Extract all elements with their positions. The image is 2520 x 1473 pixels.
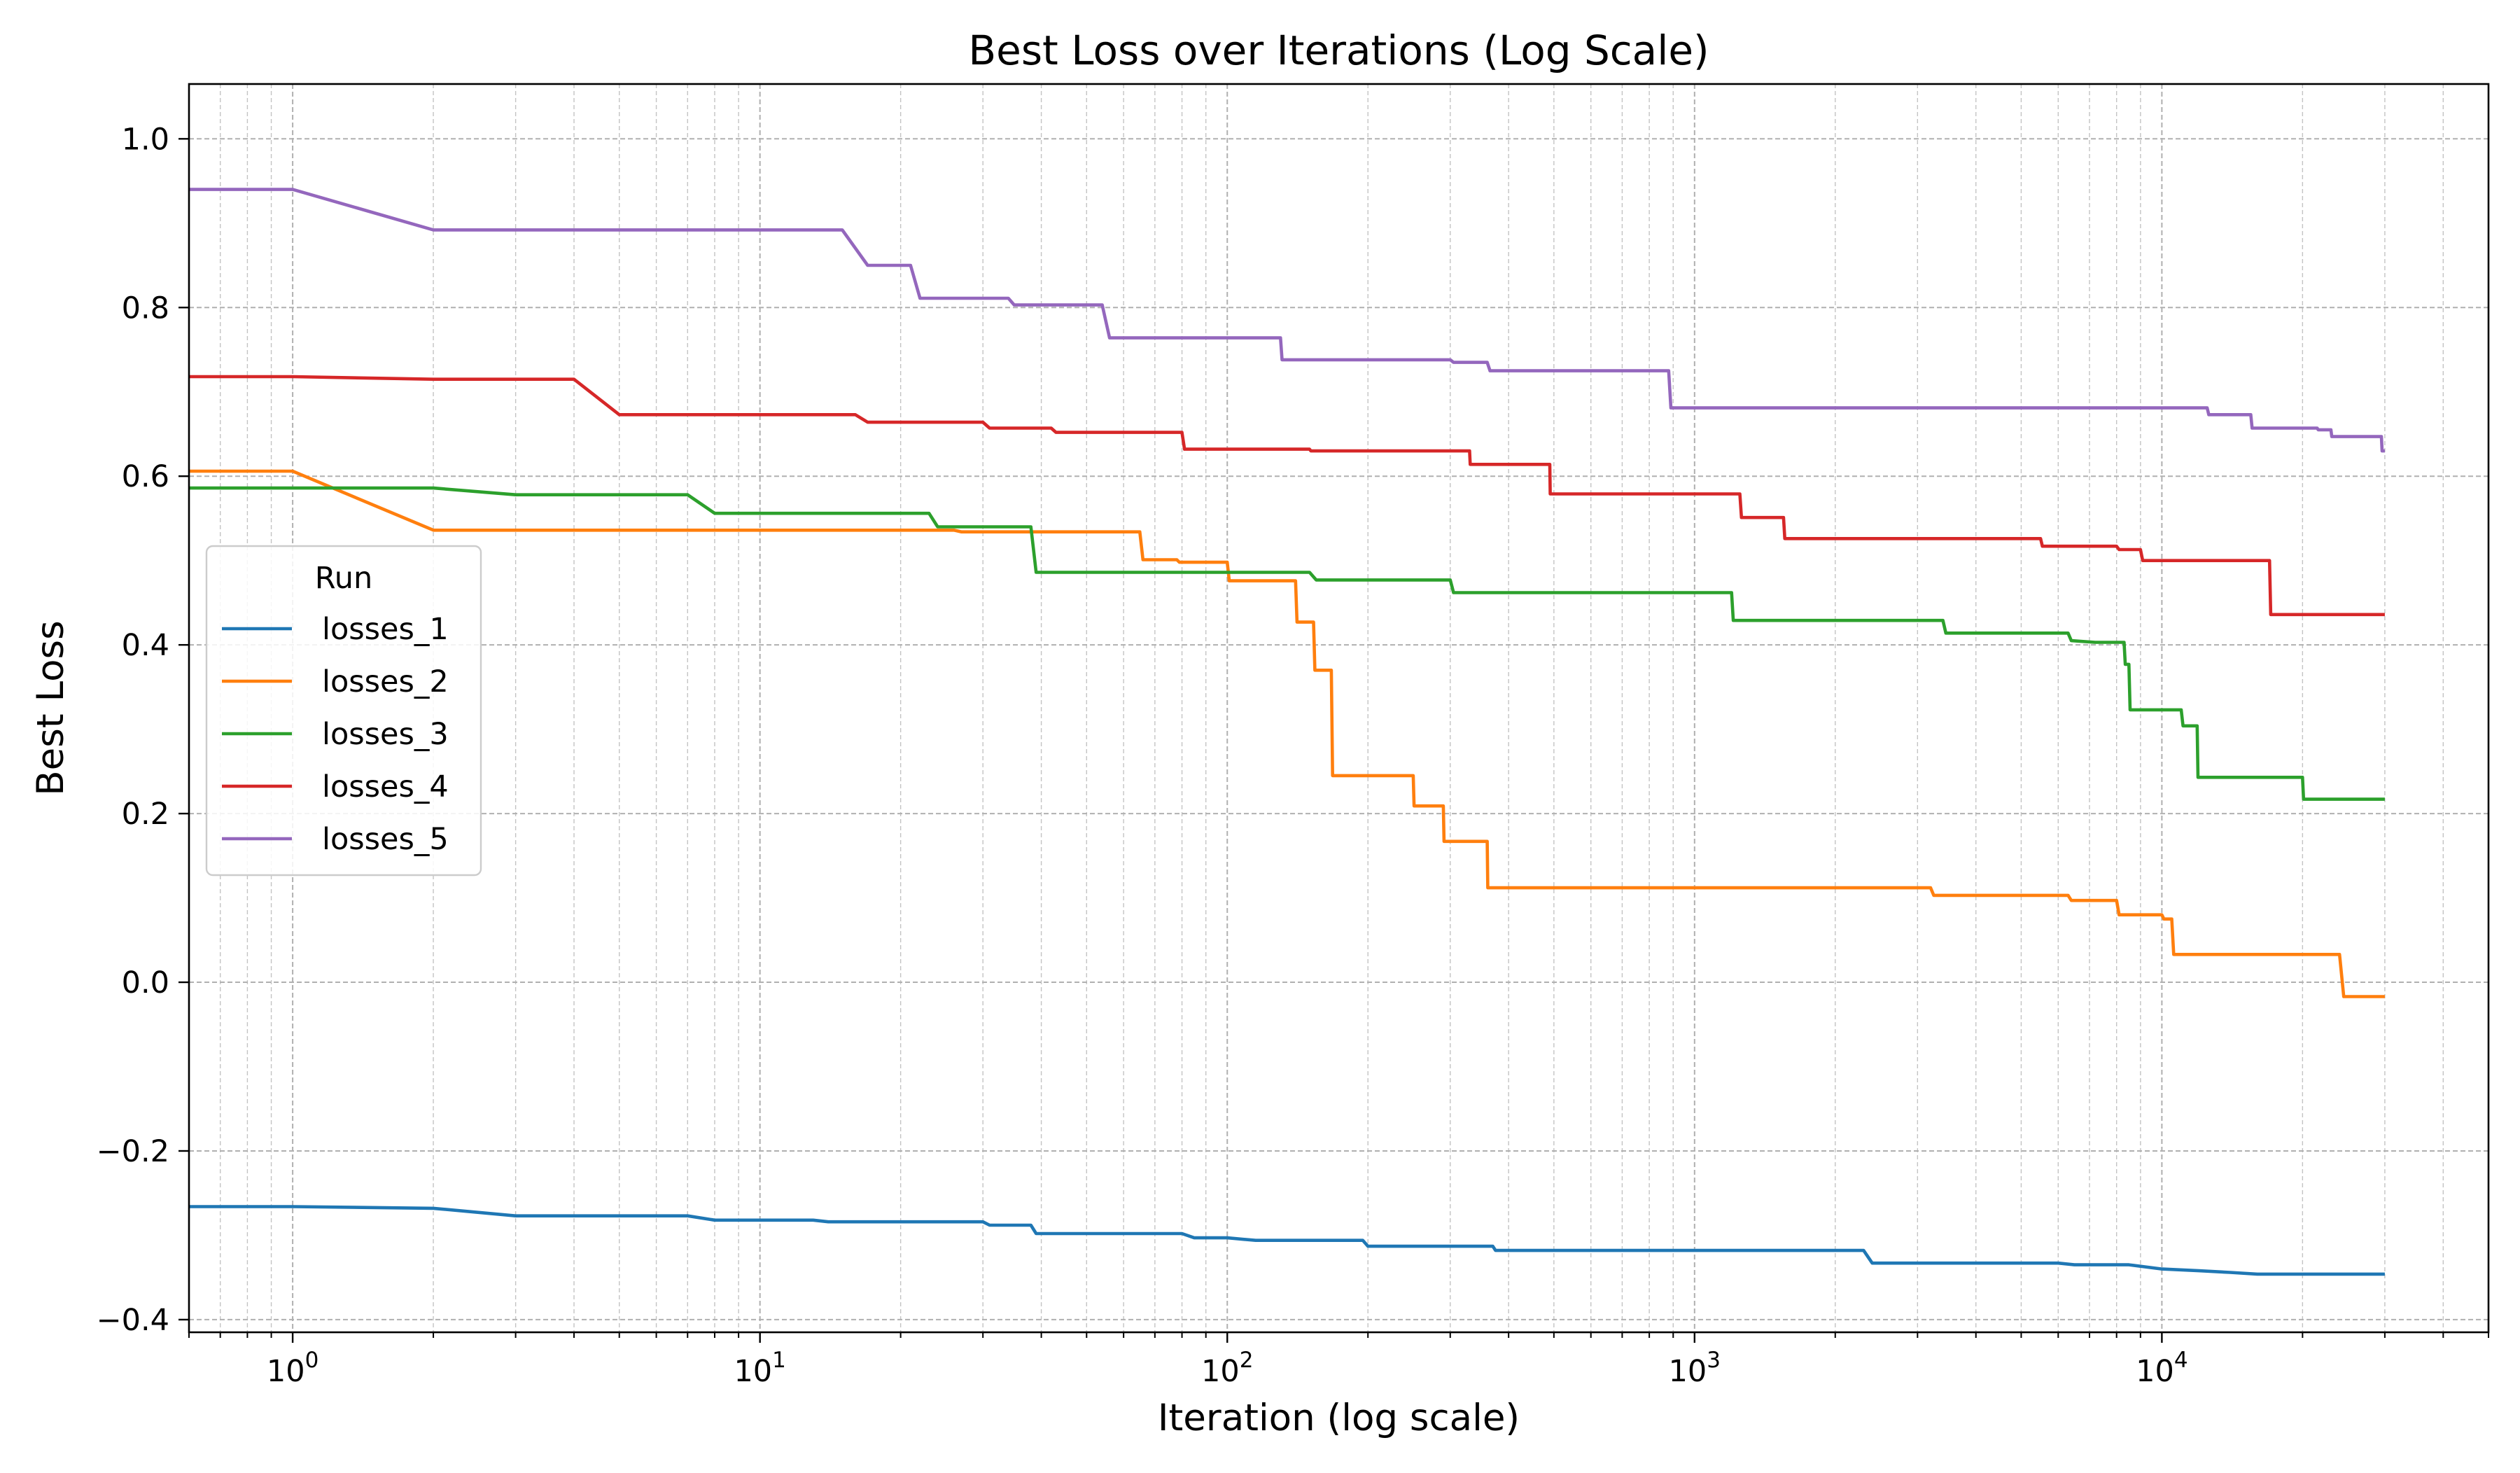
x-tick-exponent: 2 [1240, 1348, 1254, 1373]
legend-label-losses_4: losses_4 [322, 769, 449, 804]
legend-label-losses_1: losses_1 [322, 612, 449, 647]
x-tick-base: 10 [1201, 1354, 1240, 1389]
y-tick-label: 0.0 [122, 965, 169, 1000]
x-tick-exponent: 4 [2174, 1348, 2188, 1373]
x-tick-base: 10 [267, 1354, 305, 1389]
y-axis-label: Best Loss [29, 620, 72, 795]
series-line-losses_2 [189, 469, 2385, 998]
plot-frame [188, 83, 2490, 1334]
x-axis-label: Iteration (log scale) [1158, 1397, 1520, 1439]
legend-title: Run [315, 561, 372, 596]
y-tick-label: −0.2 [97, 1134, 169, 1169]
y-tick-label: 1.0 [122, 122, 169, 157]
legend-label-losses_3: losses_3 [322, 717, 449, 752]
chart-title: Best Loss over Iterations (Log Scale) [968, 27, 1709, 74]
y-tick-label: −0.4 [97, 1303, 169, 1338]
x-tick-exponent: 1 [772, 1348, 786, 1373]
y-tick-label: 0.4 [122, 628, 169, 663]
y-tick-label: 0.6 [122, 459, 169, 494]
series-lines [189, 188, 2385, 1276]
y-tick-label: 0.8 [122, 291, 169, 326]
series-line-losses_1 [189, 1205, 2385, 1276]
x-tick-exponent: 3 [1707, 1348, 1721, 1373]
series-line-losses_5 [189, 188, 2385, 453]
legend: Run losses_1 losses_2 losses_3 losses_4losse… [205, 545, 482, 877]
x-tick-label: 100 [267, 1348, 318, 1389]
x-tick-base: 10 [734, 1354, 772, 1389]
series-line-losses_3 [189, 486, 2385, 801]
x-tick-base: 10 [1669, 1354, 1707, 1389]
axis-ticks: 100 101 102 103 1041.00.80.60.40.20.0−0.2−0.… [97, 122, 2489, 1389]
x-tick-label: 103 [1669, 1348, 1721, 1389]
legend-label-losses_2: losses_2 [322, 664, 449, 699]
x-tick-exponent: 0 [305, 1348, 319, 1373]
x-tick-label: 102 [1201, 1348, 1253, 1389]
x-tick-base: 10 [2136, 1354, 2174, 1389]
legend-label-losses_5: losses_5 [322, 822, 449, 857]
y-tick-label: 0.2 [122, 797, 169, 832]
x-tick-label: 101 [734, 1348, 785, 1389]
series-line-losses_4 [189, 375, 2385, 617]
x-tick-label: 104 [2136, 1348, 2188, 1389]
